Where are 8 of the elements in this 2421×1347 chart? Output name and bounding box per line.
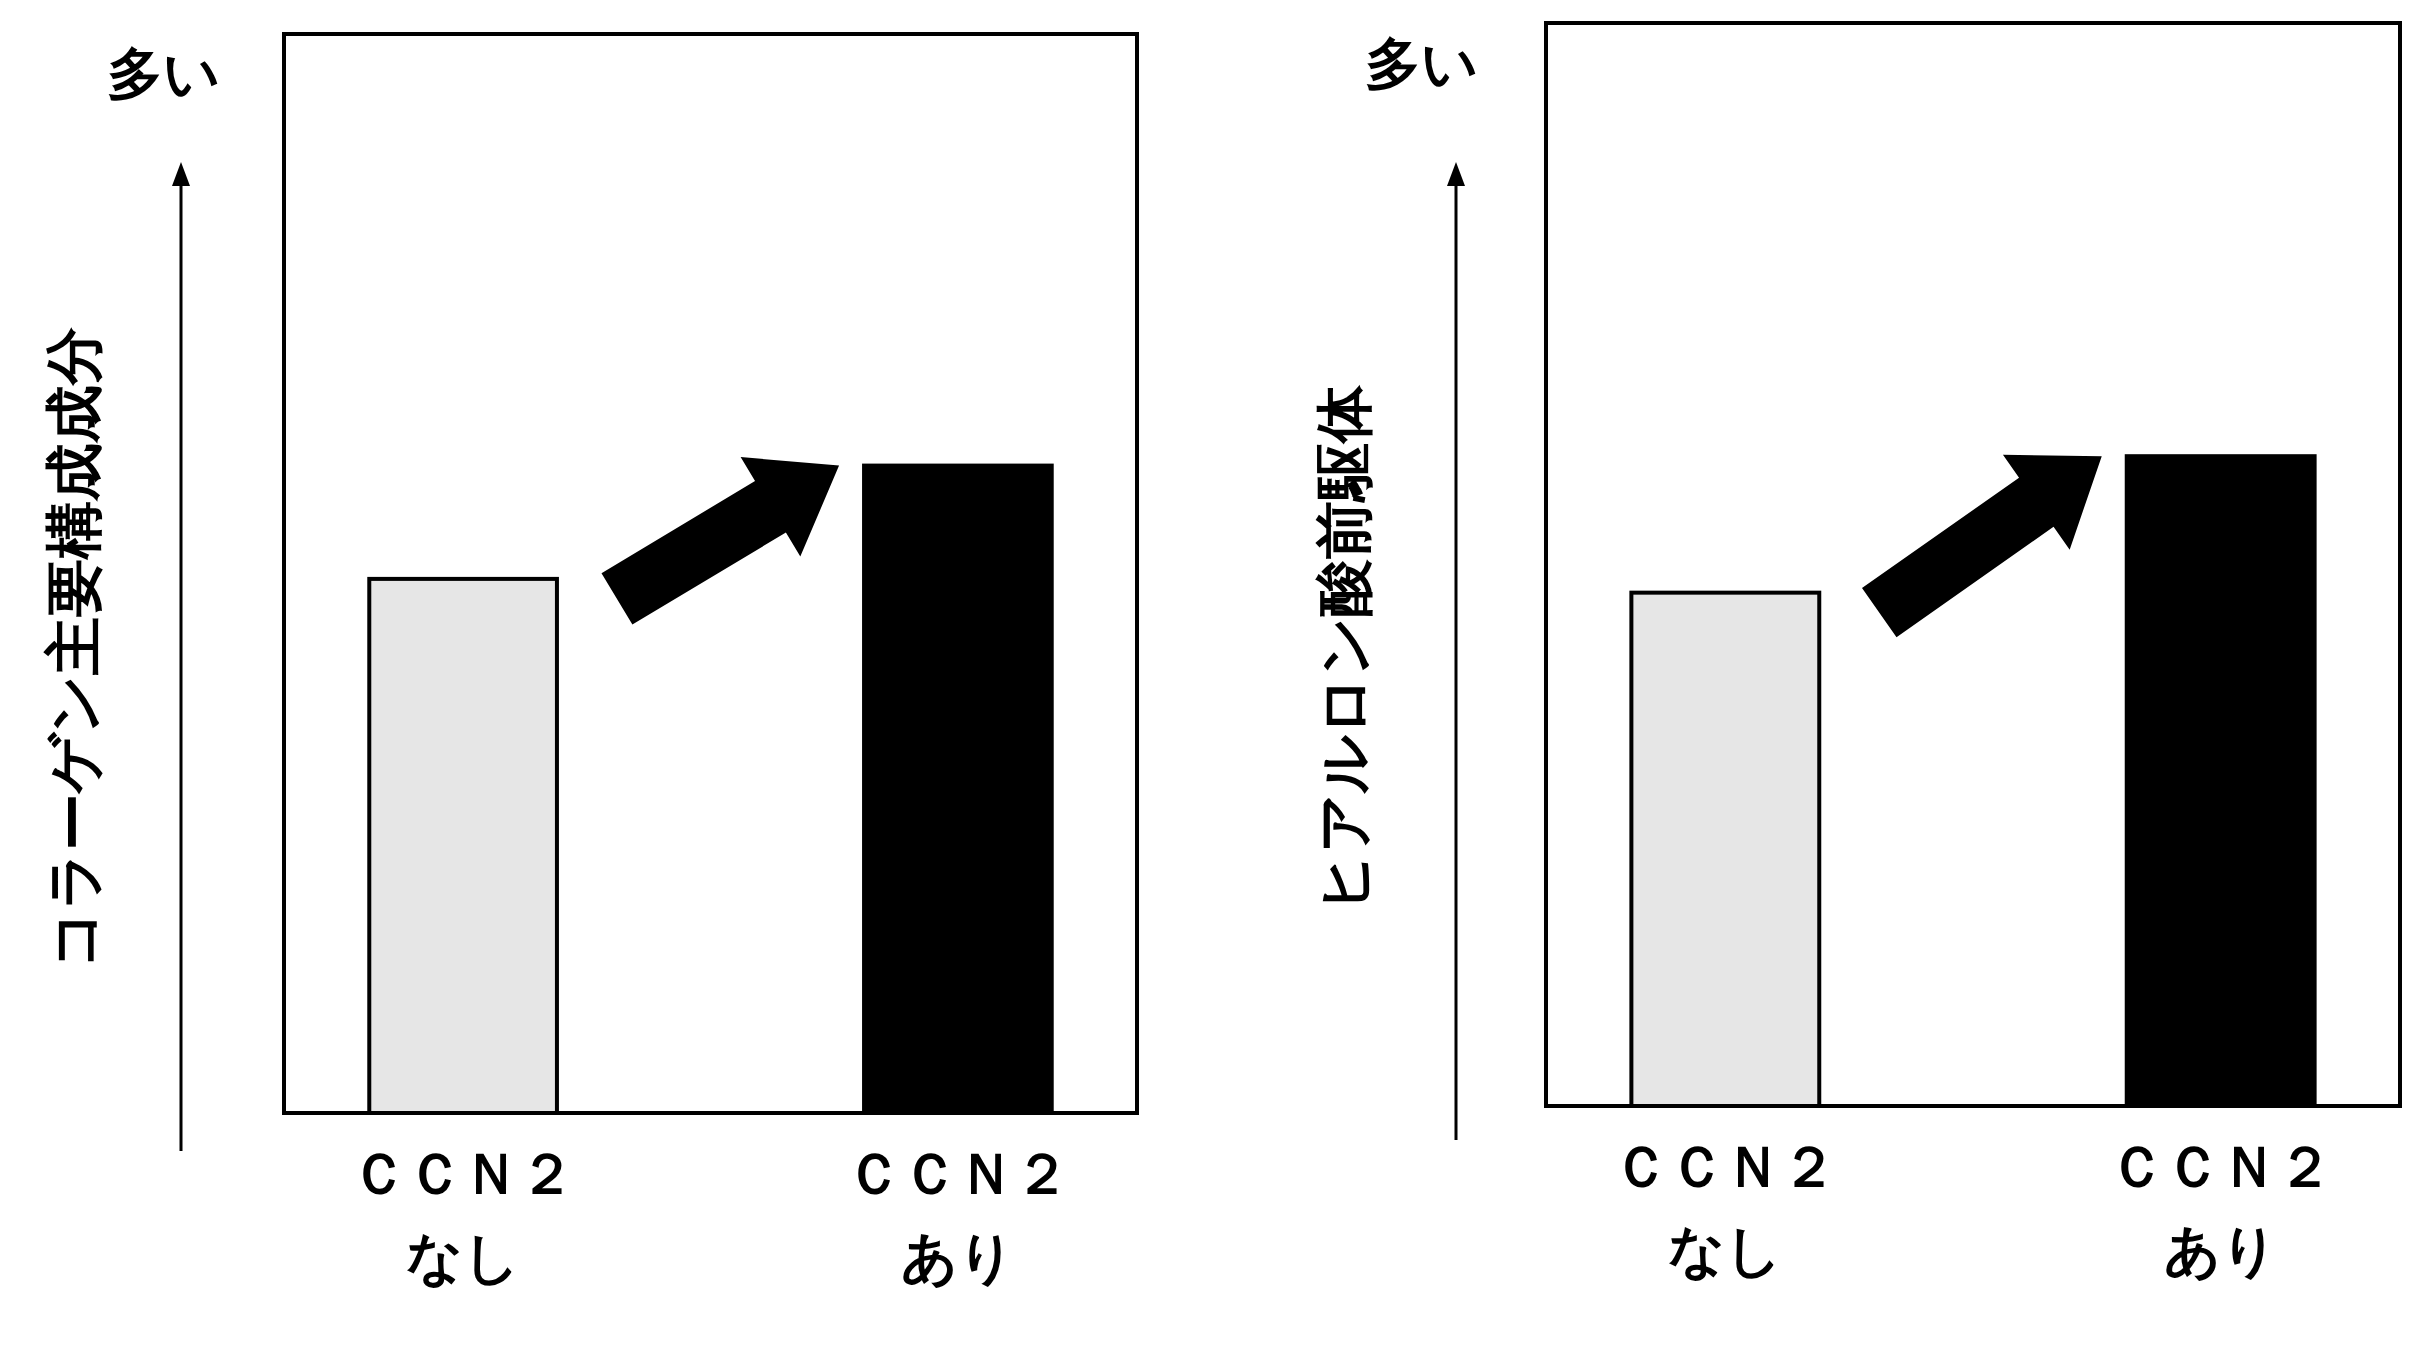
text: 多い [106,41,220,107]
x-tick-label: ＣＣＮ２あり [2108,1134,2333,1283]
x-tick-label: ＣＣＮ２あり [845,1141,1070,1290]
x-tick-label: ＣＣＮ２なし [351,1141,576,1290]
y-axis-title: ヒアルロン酸前駆体 [1310,383,1379,912]
text: 多い [1364,31,1478,97]
x-tick-label: ＣＣＮ２なし [1613,1134,1838,1283]
y-axis-title: コラーゲン主要構成成分 [40,327,109,969]
